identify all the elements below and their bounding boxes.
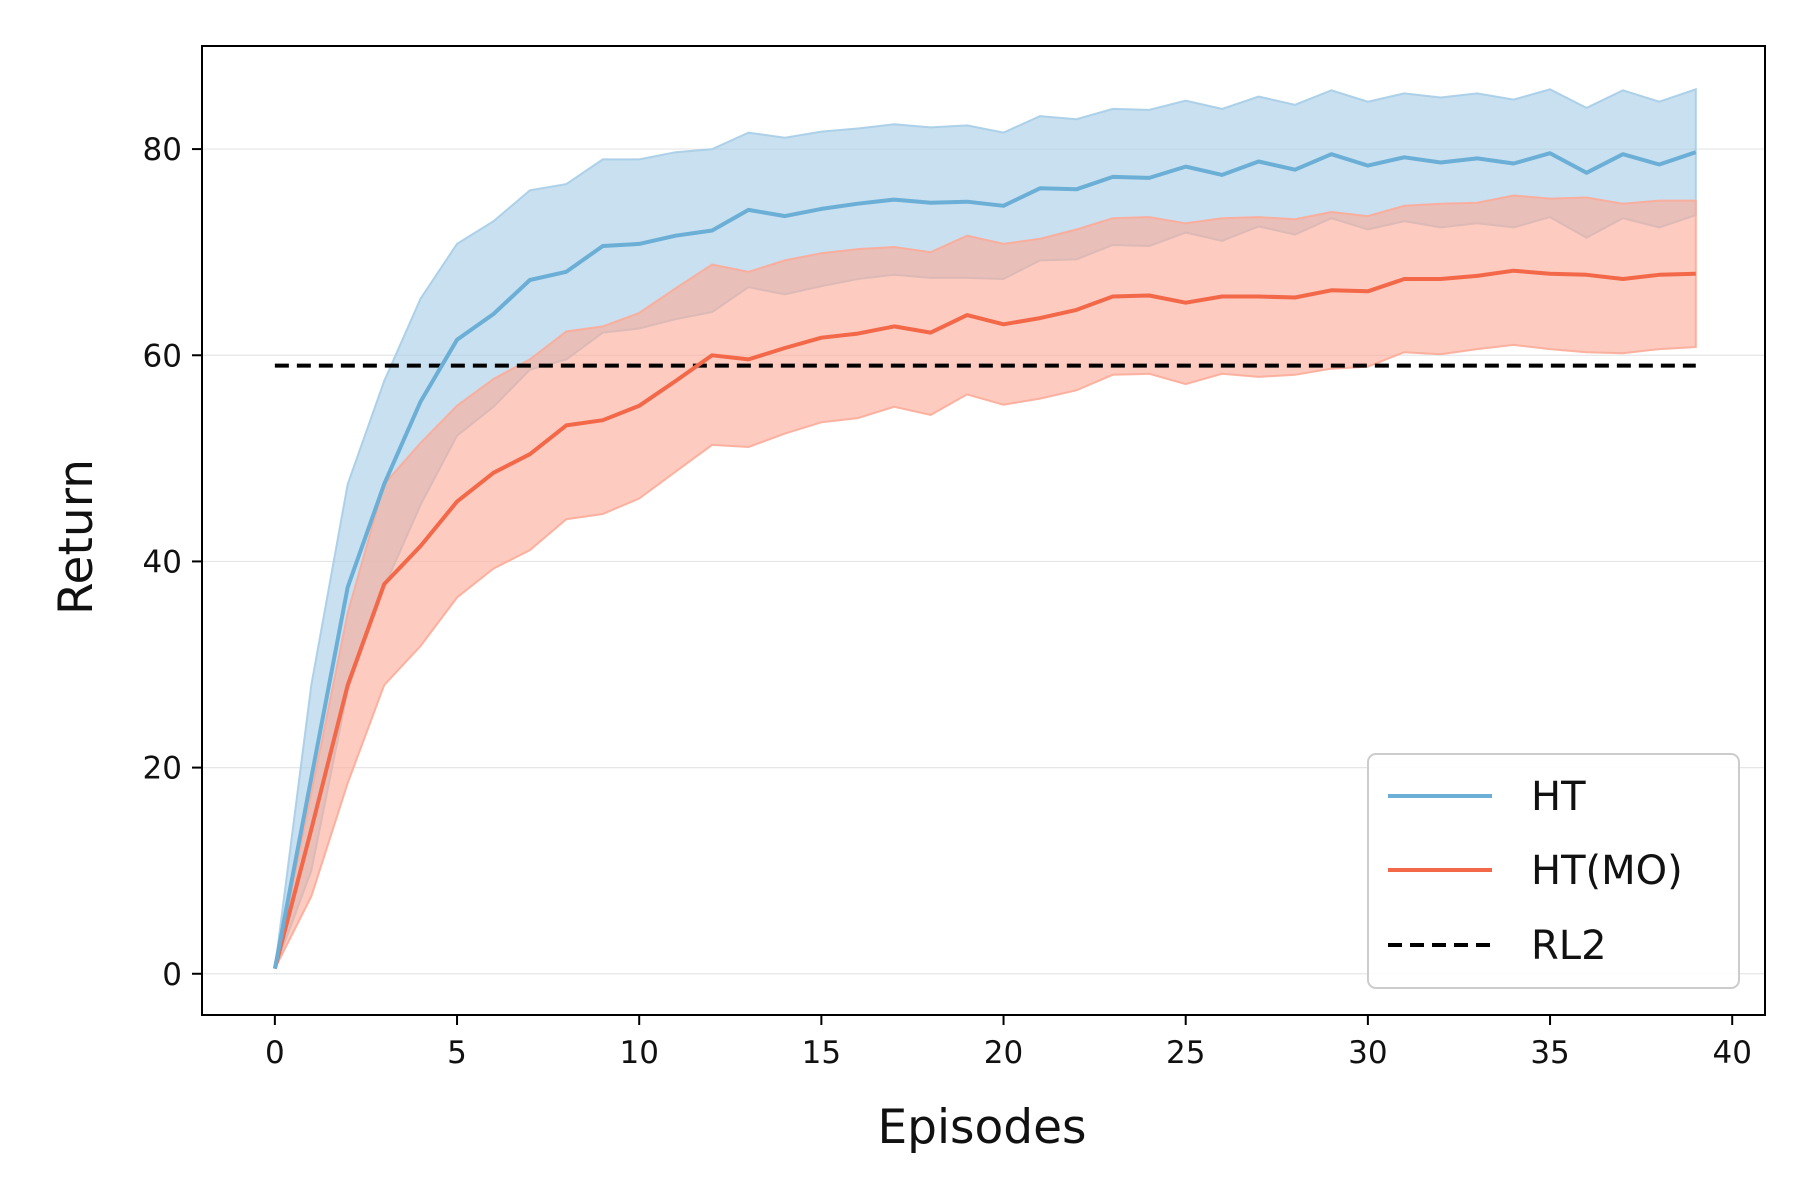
y-tick-label-40: 40 — [143, 544, 182, 580]
x-tick-label-30: 30 — [1348, 1035, 1387, 1071]
x-tick-label-15: 15 — [802, 1035, 841, 1071]
x-tick-label-10: 10 — [619, 1035, 658, 1071]
legend-label-ht: HT — [1531, 774, 1586, 820]
plot-frame — [201, 45, 1766, 1016]
y-tick-label-60: 60 — [143, 338, 182, 374]
x-tick-label-40: 40 — [1712, 1035, 1751, 1071]
legend-label-rl2: RL2 — [1531, 923, 1607, 969]
tick-layer: 0 20 40 60 80 0 5 10 15 20 25 30 35 40 — [143, 132, 1752, 1071]
line-ht-mo — [272, 268, 1696, 970]
x-axis-title: Episodes — [877, 1100, 1086, 1155]
legend-label-ht-mo: HT(MO) — [1531, 848, 1683, 894]
y-tick-label-80: 80 — [143, 132, 182, 168]
line-ht — [272, 150, 1697, 969]
line-layer — [272, 150, 1697, 970]
x-tick-label-0: 0 — [265, 1035, 285, 1071]
x-tick-label-25: 25 — [1166, 1035, 1205, 1071]
legend: HT HT(MO) RL2 — [1367, 753, 1740, 989]
y-axis-title: Return — [49, 459, 104, 615]
legend-box — [1367, 753, 1740, 989]
y-tick-label-20: 20 — [143, 751, 182, 787]
x-tick-label-35: 35 — [1530, 1035, 1569, 1071]
y-tick-label-0: 0 — [162, 957, 182, 993]
x-tick-label-20: 20 — [984, 1035, 1023, 1071]
x-tick-label-5: 5 — [447, 1035, 467, 1071]
